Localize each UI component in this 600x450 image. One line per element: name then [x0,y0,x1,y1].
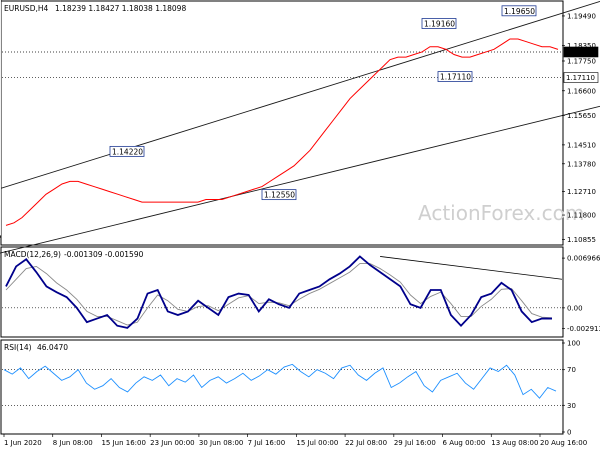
annotation-label-2: 1.19160 [424,19,455,28]
x-tick-label-4: 30 Jun 08:00 [199,439,243,447]
rsi-plot [2,363,562,406]
x-tick-label-5: 7 Jul 16:00 [248,439,286,447]
macd-tick-label-1: 0.00 [567,304,583,312]
price-plot: 1.14220 1.12550 1.19160 1.17110 1.19650 [0,0,600,254]
channel-upper-line [0,1,600,190]
candle-body [0,0,2,237]
x-tick-label-10: 13 Aug 08:00 [491,439,538,447]
price-marker-label-0: 1.18098 [566,48,595,56]
macd-values: -0.001309 -0.001590 [64,250,144,259]
annotation-label-1: 1.12550 [264,191,295,200]
rsi-tick-label-0: 100 [567,340,580,348]
annotation-box-1 [261,189,297,201]
price-tick-label-5: 1.14510 [567,141,596,149]
axes: 1.19490 1.18350 1.17750 1.16600 1.15650 1.145… [3,12,600,447]
price-marker-box-0 [563,46,599,58]
rsi-tick-label-3: 0 [567,429,571,437]
x-tick-label-1: 8 Jun 08:00 [53,439,93,447]
macd-label: MACD(12,26,9) [4,250,61,259]
price-marker-box-1 [563,72,599,83]
price-tick-label-0: 1.19490 [567,12,596,20]
macd-tick-label-2: -0.002913 [567,325,600,333]
rsi-tick-label-1: 70 [567,366,576,374]
x-tick-label-8: 29 Jul 16:00 [394,439,436,447]
price-tick-label-2: 1.17750 [567,57,596,65]
x-tick-label-2: 15 Jun 16:00 [101,439,145,447]
watermark: ActionForex.com [418,201,584,225]
annotation-label-3: 1.17110 [440,73,471,82]
macd-tick-label-0: 0.006966 [567,255,600,263]
channel-lower-line [0,105,600,254]
x-tick-label-0: 1 Jun 2020 [4,439,42,447]
annotation-label-4: 1.19650 [504,7,535,16]
macd-main-line [5,255,552,329]
price-ohlc: 1.18239 1.18427 1.18038 1.18098 [55,4,186,13]
price-tick-label-6: 1.13780 [567,160,596,168]
x-tick-label-9: 6 Aug 00:00 [443,439,486,447]
annotation-box-0 [109,145,145,157]
price-tick-label-1: 1.18350 [567,42,596,50]
macd-panel-frame [0,246,564,338]
price-tick-label-3: 1.16600 [567,87,596,95]
macd-plot [2,255,563,329]
moving-average-line [5,38,559,226]
rsi-tick-label-2: 30 [567,402,576,410]
annotation-box-3 [437,71,473,82]
annotation-label-0: 1.14220 [112,147,143,156]
price-tick-label-4: 1.15650 [567,112,596,120]
x-tick-label-7: 22 Jul 08:00 [345,439,387,447]
x-tick-label-3: 23 Jun 00:00 [150,439,194,447]
x-tick-label-11: 20 Aug 16:00 [540,439,587,447]
price-panel-frame [0,0,564,246]
x-tick-label-6: 15 Jul 00:00 [296,439,338,447]
annotation-box-2 [421,18,457,29]
price-tick-label-9: 1.10855 [567,236,596,244]
rsi-label: RSI(14) [4,343,32,352]
rsi-values: 46.0470 [37,343,68,352]
macd-trendline [380,256,563,280]
price-tick-label-8: 1.11800 [567,212,596,220]
annotation-box-4 [501,5,537,17]
price-marker-label-1: 1.17110 [566,74,595,82]
rsi-panel-frame [0,339,564,435]
price-tick-label-7: 1.12710 [567,188,596,196]
macd-signal-line [5,263,553,326]
rsi-line [3,363,557,399]
price-symbol: EURUSD,H4 [4,4,48,13]
